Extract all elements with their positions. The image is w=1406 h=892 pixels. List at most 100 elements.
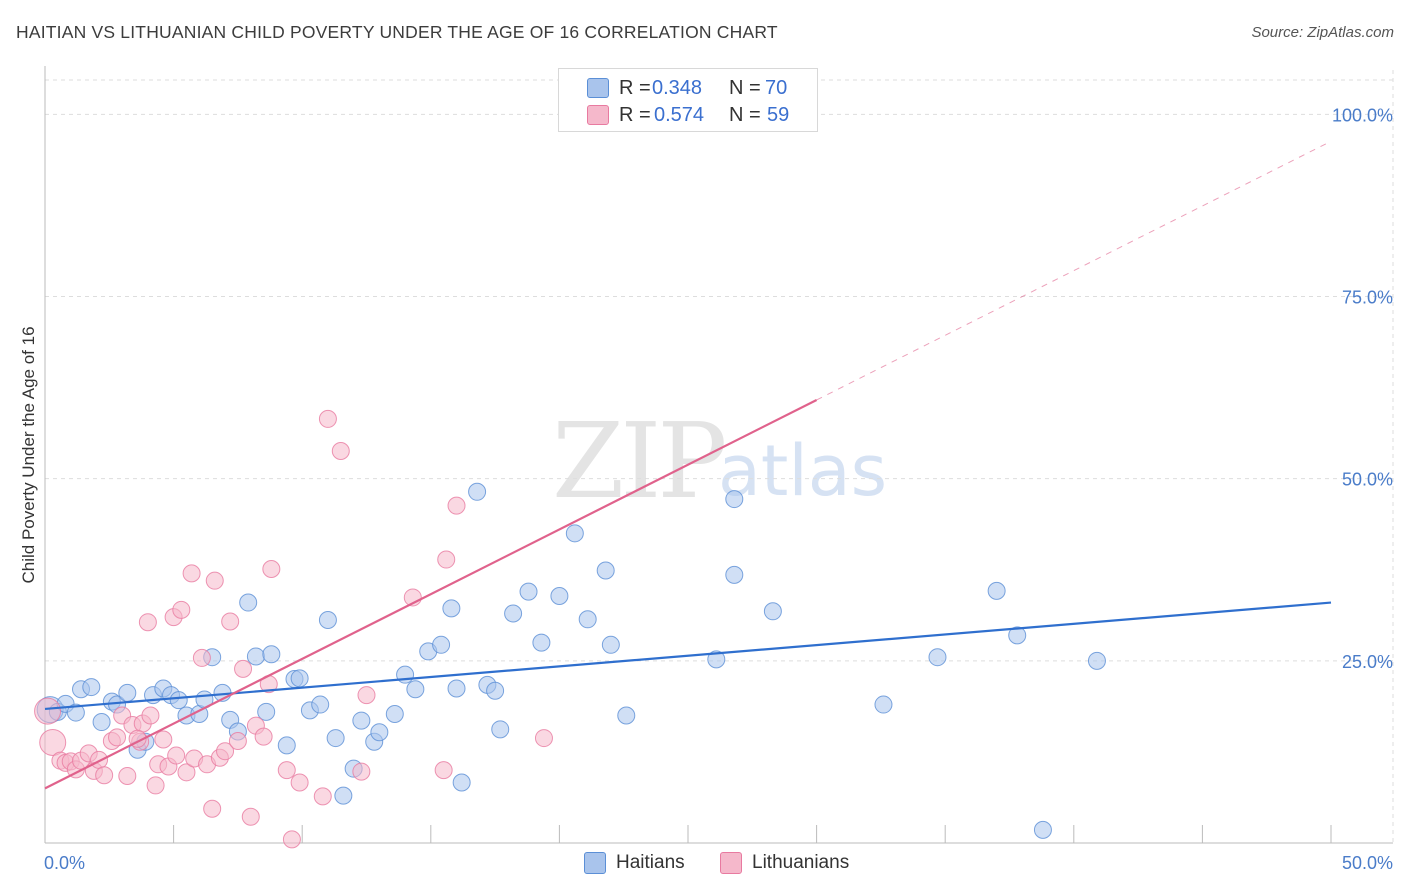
data-point-haitians <box>370 723 389 742</box>
trend-lines <box>44 140 1332 790</box>
data-point-lithuanians <box>146 776 165 795</box>
y-tick-label: 50.0% <box>1342 470 1393 490</box>
data-point-haitians <box>262 645 281 664</box>
y-tick-label: 25.0% <box>1342 652 1393 672</box>
data-point-haitians <box>707 650 726 669</box>
data-point-haitians <box>987 581 1006 600</box>
legend-n-label: N = <box>729 103 761 126</box>
data-point-haitians <box>432 635 451 654</box>
data-point-haitians <box>486 681 505 700</box>
data-point-lithuanians <box>108 728 127 747</box>
data-point-haitians <box>725 565 744 584</box>
bottom-legend-haitians: Haitians <box>584 852 685 874</box>
data-point-lithuanians <box>192 648 211 667</box>
legend-r-value: 0.574 <box>654 103 705 126</box>
trend-line-lithuanians-extension <box>816 140 1332 401</box>
data-point-lithuanians <box>290 773 309 792</box>
data-point-haitians <box>617 706 636 725</box>
legend-r-value: 0.348 <box>652 76 703 99</box>
legend-n-label: N = <box>729 76 761 99</box>
data-point-lithuanians <box>277 761 296 780</box>
legend-label-lithuanians: Lithuanians <box>752 852 850 873</box>
data-point-haitians <box>290 669 309 688</box>
watermark-atlas: atlas <box>718 430 888 512</box>
data-point-lithuanians <box>205 571 224 590</box>
data-point-haitians <box>311 695 330 714</box>
data-point-haitians <box>257 702 276 721</box>
chart-title: HAITIAN VS LITHUANIAN CHILD POVERTY UNDE… <box>16 22 778 42</box>
trend-line-haitians <box>44 601 1332 711</box>
data-point-haitians <box>1087 651 1106 670</box>
trend-line-lithuanians <box>44 398 818 790</box>
data-point-haitians <box>596 561 615 580</box>
data-point-lithuanians <box>357 686 376 705</box>
data-point-haitians <box>442 599 461 618</box>
legend: R = 0.348 N = 70 R = 0.574 N = 59 <box>558 68 818 132</box>
data-point-haitians <box>385 705 404 724</box>
data-point-lithuanians <box>118 766 137 785</box>
legend-label-haitians: Haitians <box>616 852 685 873</box>
data-point-haitians <box>504 604 523 623</box>
data-point-lithuanians <box>228 731 247 750</box>
data-point-lithuanians <box>34 697 62 725</box>
legend-swatch-pink <box>720 852 742 874</box>
data-point-haitians <box>763 602 782 621</box>
data-point-lithuanians <box>138 613 157 632</box>
data-point-haitians <box>601 635 620 654</box>
data-point-lithuanians <box>318 409 337 428</box>
legend-swatch-pink <box>587 105 609 125</box>
x-tick-label-max: 50.0% <box>1342 853 1393 873</box>
data-point-lithuanians <box>167 746 186 765</box>
data-point-haitians <box>532 633 551 652</box>
bottom-legend: Haitians Lithuanians <box>0 852 1406 876</box>
x-tick-label-min: 0.0% <box>44 853 85 873</box>
data-point-haitians <box>468 482 487 501</box>
data-point-lithuanians <box>434 761 453 780</box>
data-point-haitians <box>82 678 101 697</box>
tick-labels: 25.0% 50.0% 75.0% 100.0% 0.0% 50.0% <box>44 105 1393 873</box>
data-point-haitians <box>1033 820 1052 839</box>
data-point-haitians <box>550 586 569 605</box>
data-point-haitians <box>334 786 353 805</box>
data-point-haitians <box>169 691 188 710</box>
data-point-haitians <box>565 524 584 543</box>
watermark-zip: ZIP <box>552 400 727 522</box>
data-point-haitians <box>725 490 744 509</box>
data-point-haitians <box>874 695 893 714</box>
legend-swatch-blue <box>587 78 609 98</box>
data-point-lithuanians <box>141 706 160 725</box>
data-point-lithuanians <box>282 830 301 849</box>
data-point-haitians <box>406 680 425 699</box>
legend-r-label: R = <box>619 103 651 126</box>
y-axis-label: Child Poverty Under the Age of 16 <box>19 326 38 583</box>
y-tick-label: 75.0% <box>1342 288 1393 308</box>
data-point-haitians <box>578 610 597 629</box>
data-point-lithuanians <box>534 729 553 748</box>
data-point-lithuanians <box>182 564 201 583</box>
series-lithuanians-points <box>34 105 777 849</box>
source-label: Source: ZipAtlas.com <box>1251 24 1394 41</box>
data-point-lithuanians <box>177 763 196 782</box>
data-point-lithuanians <box>331 441 350 460</box>
data-point-haitians <box>519 582 538 601</box>
data-point-lithuanians <box>254 727 273 746</box>
data-point-haitians <box>66 703 85 722</box>
data-point-lithuanians <box>154 730 173 749</box>
data-point-lithuanians <box>262 560 281 579</box>
legend-swatch-blue <box>584 852 606 874</box>
legend-n-value: 59 <box>767 103 790 126</box>
data-point-lithuanians <box>221 612 240 631</box>
data-point-haitians <box>239 593 258 612</box>
data-point-lithuanians <box>241 807 260 826</box>
data-point-haitians <box>92 713 111 732</box>
data-point-haitians <box>246 647 265 666</box>
data-point-haitians <box>447 679 466 698</box>
data-point-haitians <box>326 729 345 748</box>
bottom-legend-lithuanians: Lithuanians <box>720 852 849 874</box>
legend-r-label: R = <box>619 76 651 99</box>
data-point-haitians <box>1008 626 1027 645</box>
data-point-lithuanians <box>234 659 253 678</box>
data-point-haitians <box>452 773 471 792</box>
data-point-haitians <box>318 611 337 630</box>
data-point-haitians <box>352 711 371 730</box>
